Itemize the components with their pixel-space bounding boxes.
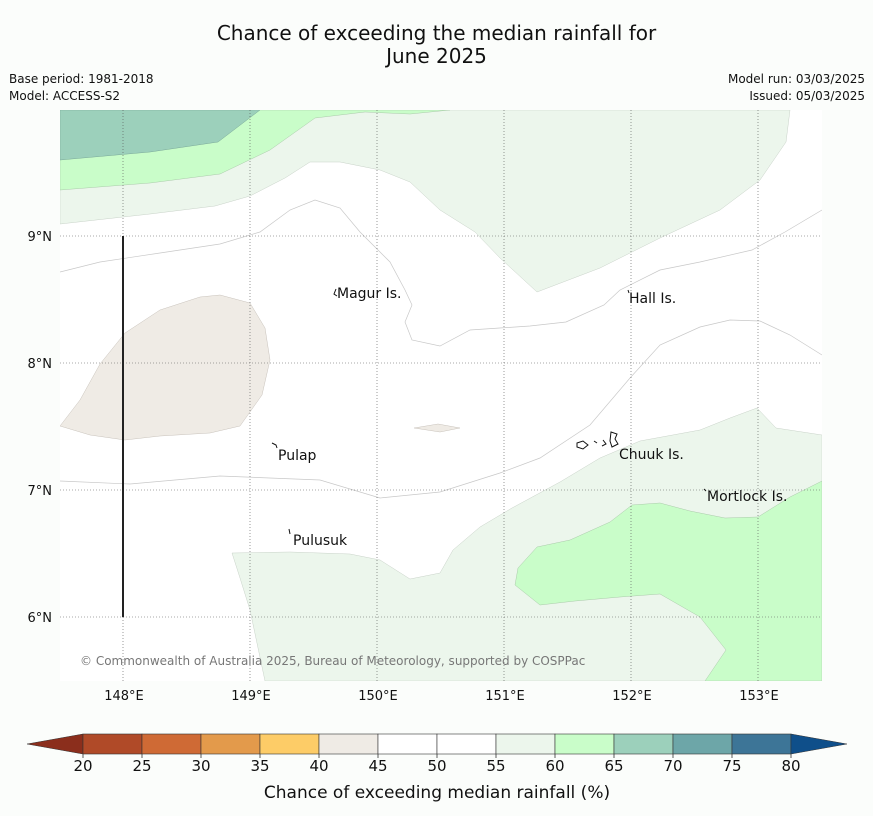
island-mortlock — [703, 488, 707, 492]
colorbar-cell — [259, 733, 320, 755]
copyright-text: © Commonwealth of Australia 2025, Bureau… — [80, 654, 585, 668]
colorbar-tick-label: 20 — [73, 757, 92, 775]
colorbar-cells — [82, 733, 792, 755]
lon-axis: 148°E 149°E 150°E 151°E 152°E 153°E — [104, 689, 779, 704]
island-chuuk-2 — [593, 440, 598, 444]
place-chuuk: Chuuk Is. — [619, 447, 684, 463]
colorbar-tick-label: 45 — [368, 757, 387, 775]
issued-date: Issued: 05/03/2025 — [749, 89, 865, 103]
lat-label-6n: 6°N — [28, 611, 53, 626]
place-hall: Hall Is. — [629, 291, 676, 307]
meta-right: Model run: 03/03/2025 Issued: 05/03/2025 — [728, 71, 865, 105]
contour-60-65-southeast — [514, 480, 822, 681]
island-chuuk-1 — [576, 440, 589, 450]
place-magur: Magur Is. — [337, 286, 402, 302]
colorbar-ticks: 20 25 30 35 40 45 50 55 60 65 70 75 80 — [73, 754, 801, 775]
colorbar-cell — [200, 733, 261, 755]
lon-label-151e: 151°E — [485, 689, 525, 704]
title-line-1: Chance of exceeding the median rainfall … — [216, 21, 657, 45]
lat-label-9n: 9°N — [28, 230, 53, 245]
colorbar-title: Chance of exceeding median rainfall (%) — [264, 783, 610, 803]
model-run: Model run: 03/03/2025 — [727, 72, 865, 86]
island-shapes — [271, 288, 707, 535]
lon-label-148e: 148°E — [104, 689, 144, 704]
colorbar-tick-label: 25 — [132, 757, 151, 775]
island-chuuk-3 — [601, 439, 607, 447]
contour-40-45-small — [413, 423, 461, 433]
lat-label-8n: 8°N — [28, 357, 53, 372]
colorbar-cell — [82, 733, 143, 755]
colorbar-tick-label: 80 — [781, 757, 800, 775]
colorbar-cell — [495, 733, 556, 755]
colorbar-tick-label: 65 — [604, 757, 623, 775]
colorbar-cell — [377, 733, 438, 755]
colorbar-cell — [554, 733, 615, 755]
colorbar-over-arrow — [790, 733, 848, 755]
colorbar-tick-label: 40 — [309, 757, 328, 775]
map-title: Chance of exceeding the median rainfall … — [0, 22, 873, 68]
model-name: Model: ACCESS-S2 — [9, 89, 121, 103]
meta-left: Base period: 1981-2018 Model: ACCESS-S2 — [9, 71, 154, 105]
colorbar-cell — [318, 733, 379, 755]
map-plot: Magur Is. Hall Is. Pulap Chuuk Is. Mortl… — [60, 110, 822, 681]
lat-label-7n: 7°N — [28, 484, 53, 499]
colorbar-tick-label: 60 — [545, 757, 564, 775]
title-line-2: June 2025 — [386, 44, 487, 68]
island-magur — [333, 288, 338, 297]
contour-65-70-north — [60, 110, 261, 161]
island-chuuk-4 — [609, 431, 619, 448]
place-mortlock: Mortlock Is. — [707, 489, 787, 505]
contour-55-60-southeast — [231, 407, 822, 681]
contour-line-upper — [60, 199, 822, 347]
contour-40-45-west — [60, 294, 271, 441]
place-pulusuk: Pulusuk — [293, 533, 348, 549]
colorbar-cell — [141, 733, 202, 755]
colorbar-under-arrow — [26, 733, 84, 755]
contour-line-middle — [60, 319, 822, 499]
lon-label-149e: 149°E — [231, 689, 271, 704]
colorbar-tick-label: 70 — [663, 757, 682, 775]
colorbar-tick-label: 55 — [486, 757, 505, 775]
lon-label-152e: 152°E — [612, 689, 652, 704]
colorbar: 20 25 30 35 40 45 50 55 60 65 70 75 80 Chance of exc… — [26, 733, 848, 803]
base-period: Base period: 1981-2018 — [9, 72, 154, 86]
lon-label-150e: 150°E — [358, 689, 398, 704]
colorbar-cell — [672, 733, 733, 755]
place-pulap: Pulap — [278, 448, 317, 464]
colorbar-tick-label: 75 — [722, 757, 741, 775]
island-hall — [627, 289, 630, 294]
colorbar-cell — [613, 733, 674, 755]
lon-label-153e: 153°E — [739, 689, 779, 704]
colorbar-cell — [731, 733, 792, 755]
colorbar-cell — [436, 733, 497, 755]
lat-axis: 9°N 8°N 7°N 6°N — [28, 230, 53, 626]
island-pulap — [271, 442, 278, 449]
colorbar-tick-label: 35 — [250, 757, 269, 775]
island-pulusuk — [288, 528, 291, 535]
colorbar-tick-label: 50 — [427, 757, 446, 775]
colorbar-tick-label: 30 — [191, 757, 210, 775]
